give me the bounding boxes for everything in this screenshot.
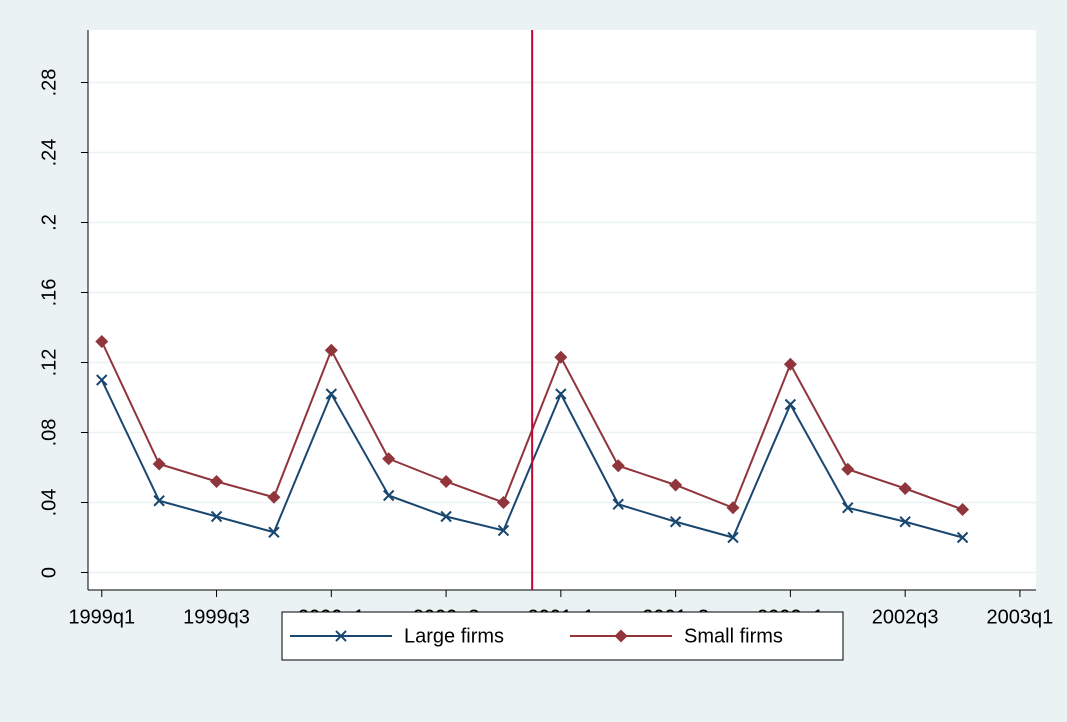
- y-tick-label: .08: [38, 419, 60, 447]
- marker: [783, 357, 797, 371]
- marker: [611, 459, 625, 473]
- marker: [497, 524, 510, 537]
- marker: [439, 475, 453, 488]
- x-tick-label: 2003q1: [987, 606, 1054, 628]
- legend-label: Large firms: [404, 625, 504, 647]
- marker: [842, 502, 854, 514]
- marker: [95, 335, 109, 348]
- marker: [382, 452, 396, 466]
- marker: [726, 501, 740, 515]
- marker: [268, 526, 280, 538]
- y-tick-label: .28: [38, 69, 60, 97]
- y-tick-label: .04: [38, 489, 60, 517]
- legend-label: Small firms: [684, 625, 783, 647]
- marker: [496, 496, 510, 509]
- y-tick-label: .24: [38, 139, 60, 167]
- marker: [612, 498, 624, 510]
- x-tick-label: 2002q3: [872, 606, 939, 628]
- marker: [669, 516, 682, 528]
- y-tick-label: .2: [38, 214, 60, 231]
- marker: [96, 374, 108, 386]
- marker: [956, 531, 969, 544]
- marker: [210, 510, 223, 523]
- plot-area: [88, 30, 1036, 590]
- marker: [956, 503, 970, 516]
- marker: [440, 510, 452, 523]
- y-tick-label: .12: [38, 349, 60, 377]
- marker: [669, 478, 683, 492]
- legend: Large firms Small firms: [281, 611, 844, 661]
- legend-marker: [614, 629, 628, 643]
- marker: [210, 475, 224, 488]
- marker: [899, 516, 911, 528]
- y-tick-label: .16: [38, 279, 60, 307]
- marker: [555, 388, 567, 400]
- marker: [324, 343, 338, 357]
- marker: [382, 489, 395, 502]
- marker: [152, 457, 166, 471]
- marker: [267, 490, 281, 504]
- marker: [554, 350, 568, 364]
- y-tick-label: 0: [38, 567, 60, 578]
- x-tick-label: 1999q3: [183, 606, 250, 628]
- marker: [841, 462, 855, 476]
- marker: [784, 398, 797, 411]
- marker: [325, 388, 338, 400]
- legend-marker: [335, 630, 347, 642]
- marker: [727, 531, 739, 544]
- x-tick-label: 1999q1: [68, 606, 135, 628]
- marker: [153, 495, 165, 507]
- marker: [898, 482, 912, 495]
